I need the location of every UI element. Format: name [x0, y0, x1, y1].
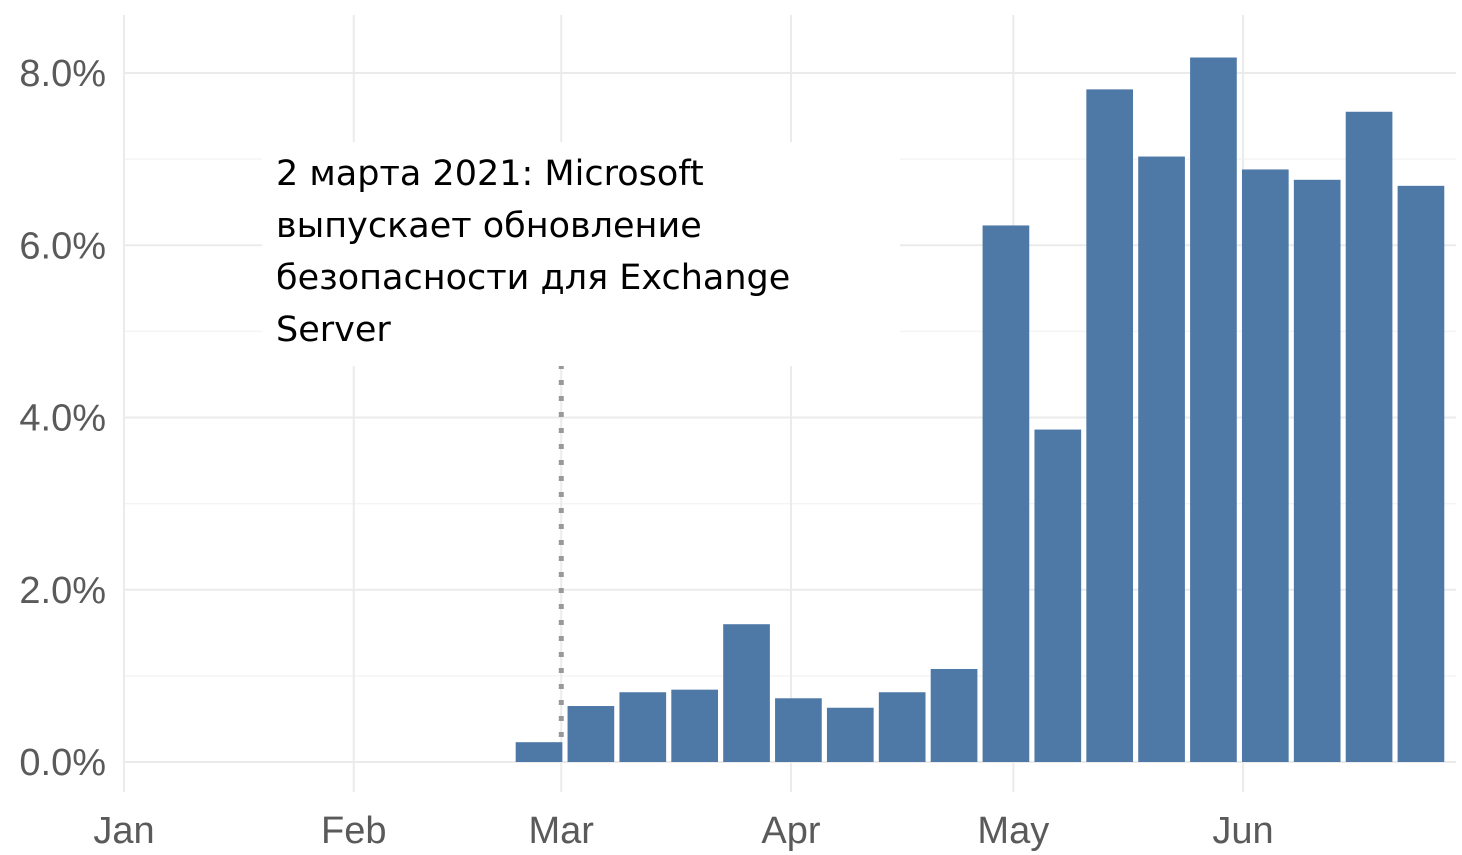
x-tick-label: Apr [761, 810, 820, 852]
x-tick-label: Feb [321, 810, 386, 852]
bar [1086, 89, 1134, 762]
bar [671, 689, 719, 762]
bar [619, 692, 667, 762]
bar [1241, 169, 1289, 762]
bar [1345, 111, 1393, 763]
bar [1293, 179, 1341, 763]
y-axis-labels: 0.0% 2.0% 4.0% 6.0% 8.0% [19, 53, 106, 784]
bar [723, 624, 770, 762]
bar [567, 706, 615, 762]
x-tick-label: Mar [529, 810, 595, 852]
x-tick-label: May [977, 810, 1049, 852]
x-axis-labels: Jan Feb Mar Apr May Jun [93, 810, 1273, 852]
y-tick-label: 4.0% [19, 398, 106, 440]
bar [930, 668, 978, 762]
bar [982, 225, 1030, 762]
bar [826, 707, 874, 762]
bars [515, 57, 1445, 763]
bar [1397, 185, 1445, 763]
bar [1138, 156, 1185, 762]
x-tick-label: Jun [1212, 810, 1273, 852]
bar [1190, 57, 1237, 763]
y-tick-label: 2.0% [19, 570, 106, 612]
bar [515, 742, 563, 762]
bar [1034, 429, 1082, 762]
annotation-text: 2 марта 2021: Microsoft выпускает обновл… [262, 142, 900, 366]
bar [775, 698, 822, 762]
y-tick-label: 6.0% [19, 225, 106, 267]
y-tick-label: 8.0% [19, 53, 106, 95]
x-tick-label: Jan [93, 810, 154, 852]
y-tick-label: 0.0% [19, 742, 106, 784]
bar [878, 692, 926, 762]
